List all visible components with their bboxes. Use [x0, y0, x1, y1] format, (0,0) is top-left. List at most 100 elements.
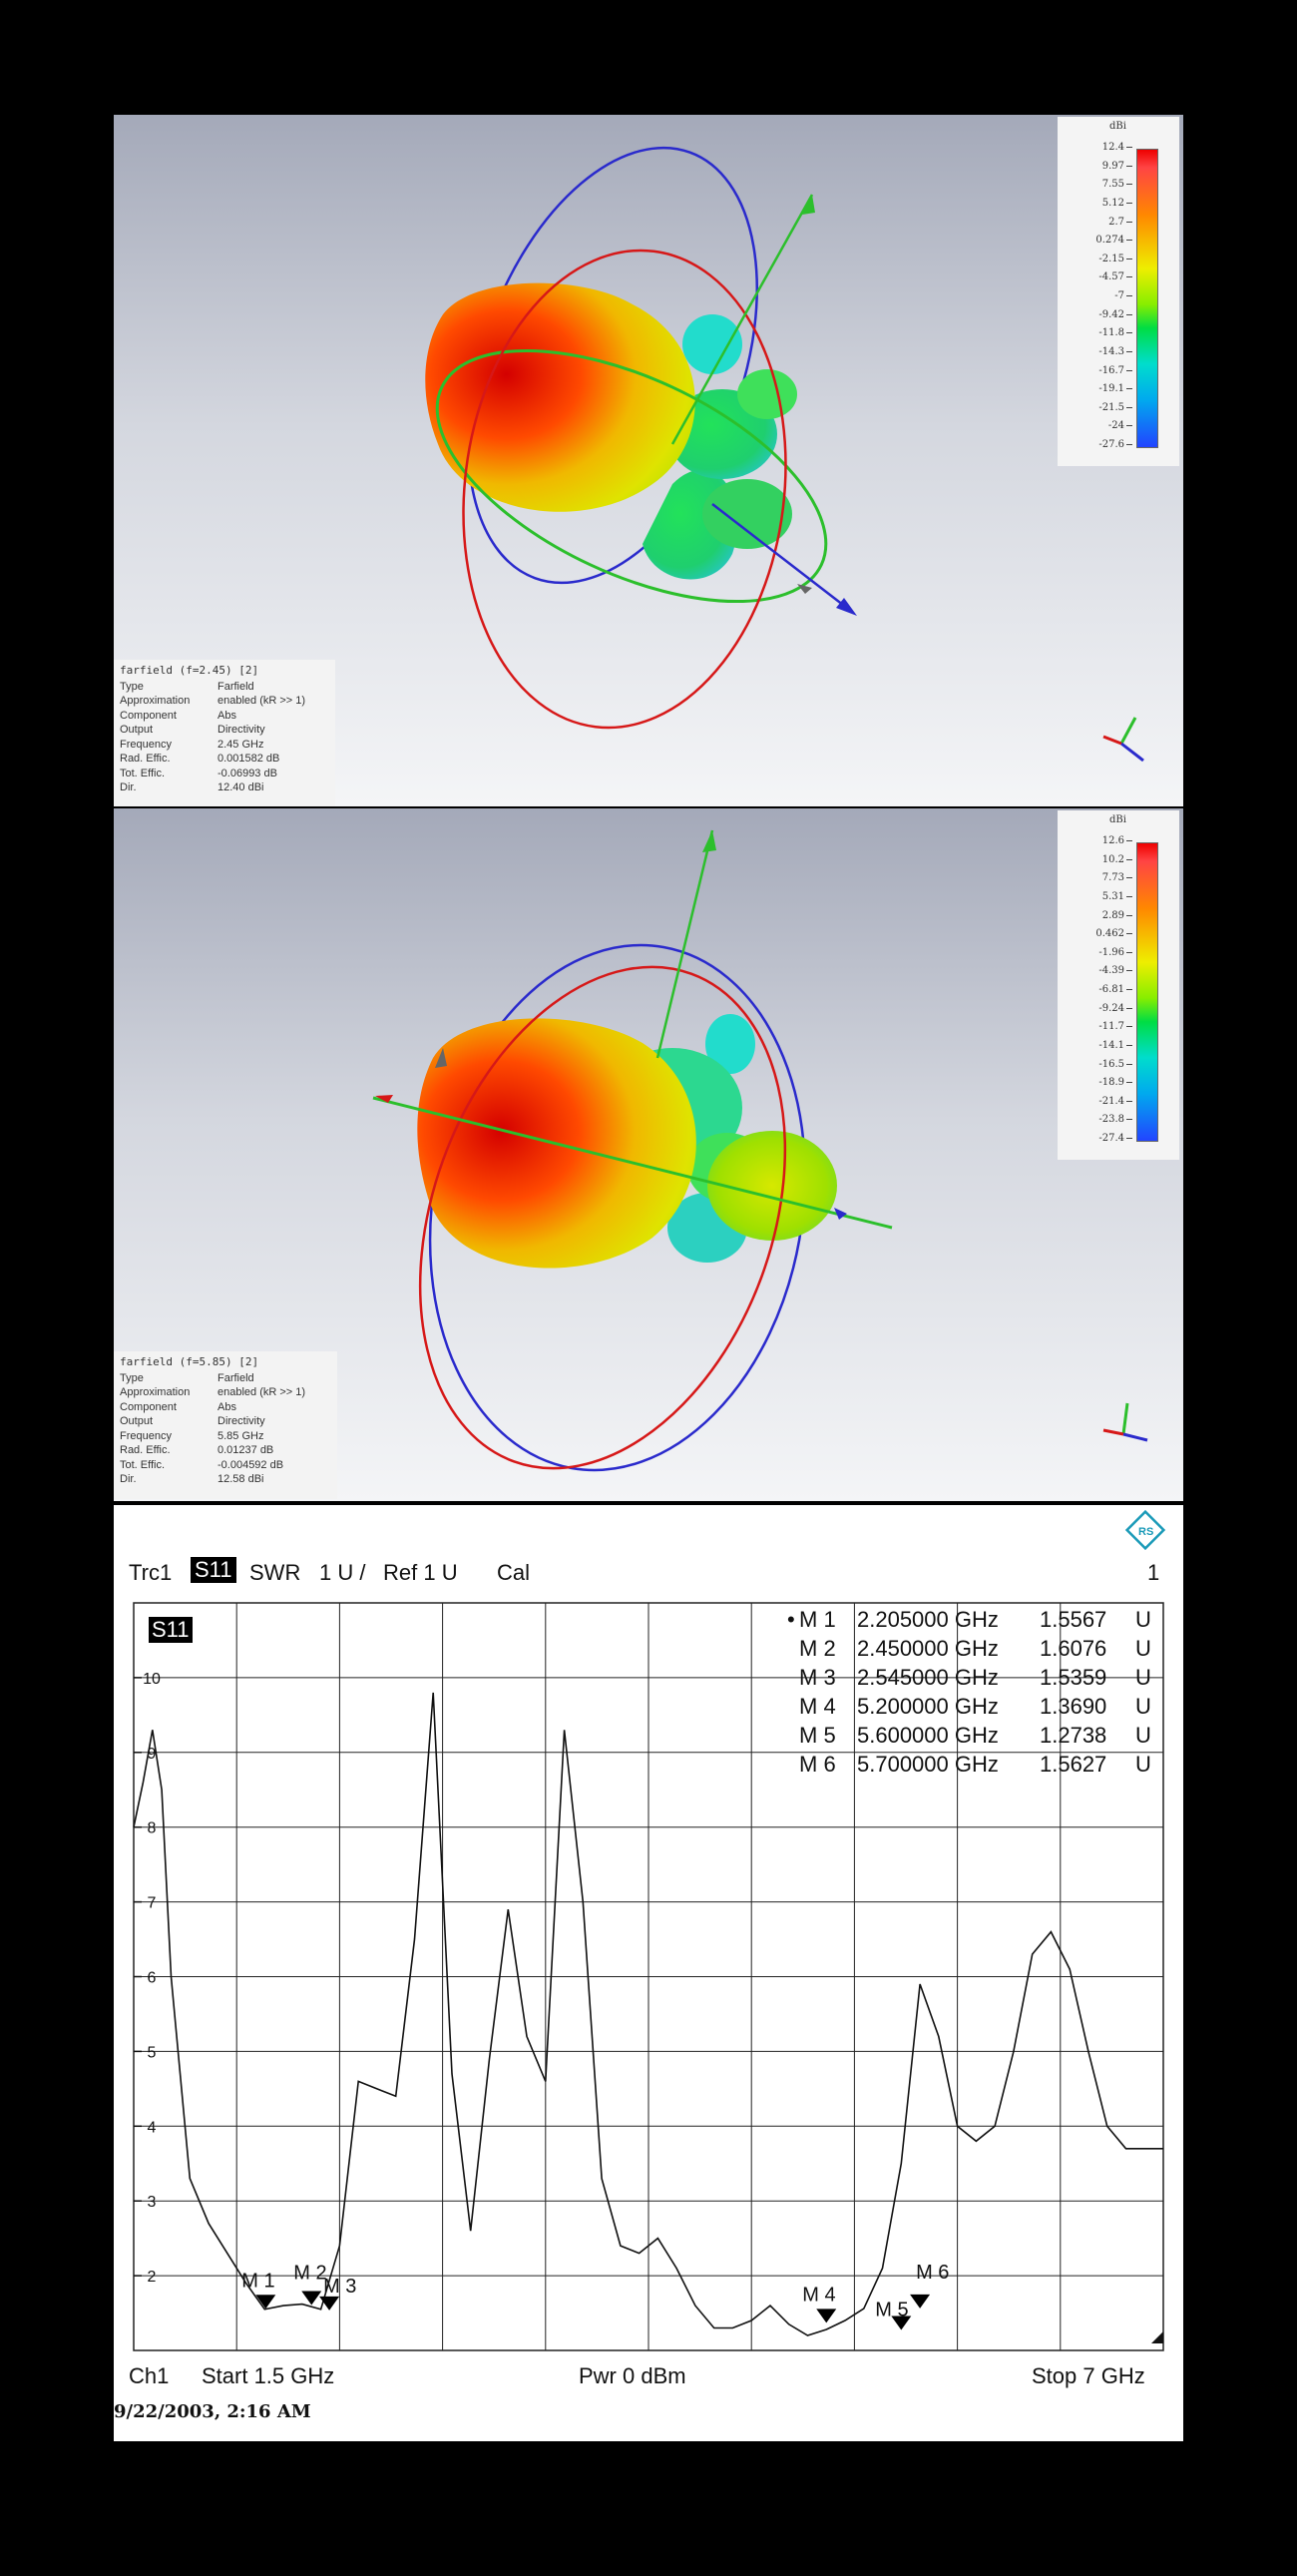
marker-name: M 4	[799, 1694, 836, 1719]
farfield-info-box: farfield (f=2.45) [2] Type Farfield Appro…	[114, 660, 335, 806]
marker-triangle	[301, 2291, 322, 2306]
marker-tag: M 2	[293, 2262, 326, 2284]
legend-tick: 5.12	[1102, 198, 1132, 209]
marker-value: 1.2738	[1040, 1723, 1107, 1748]
marker-name: M 6	[799, 1752, 836, 1777]
s11-trace	[133, 1692, 1163, 2336]
legend-tick: -27.4	[1098, 1133, 1132, 1144]
legend-tick: 7.73	[1102, 872, 1132, 883]
trace-name[interactable]: Trc1	[129, 1560, 173, 1585]
y-tick-label: 8	[148, 1820, 157, 1837]
y-tick-label: 4	[148, 2119, 157, 2136]
color-scale-legend: dBi 12.6 10.2 7.73 5.31 2.89 0.462 -1.96 -4.39 -…	[1058, 810, 1179, 1160]
marker-value: 1.5627	[1040, 1752, 1107, 1777]
source-power[interactable]: Pwr 0 dBm	[579, 2363, 686, 2388]
farfield-title: farfield (f=2.45) [2]	[120, 664, 259, 677]
marker-name: M 5	[799, 1723, 836, 1748]
marker-name: M 2	[799, 1636, 836, 1661]
timestamp: 9/22/2003, 2:16 AM	[114, 2401, 311, 2422]
marker-frequency: 5.200000 GHz	[857, 1694, 999, 1719]
legend-tick: -11.7	[1098, 1021, 1132, 1032]
svg-text:RS: RS	[1138, 1526, 1153, 1538]
marker-value: 1.3690	[1040, 1694, 1107, 1719]
y-tick-labels: 2 3 4 5 6 7 8 9 10	[134, 1671, 161, 2286]
marker-tag: M 5	[875, 2299, 908, 2320]
farfield-title: farfield (f=5.85) [2]	[120, 1355, 259, 1368]
y-tick-label: 2	[148, 2269, 157, 2286]
trace-format[interactable]: SWR	[249, 1560, 301, 1585]
legend-tick: -14.3	[1098, 346, 1132, 357]
marker-triangles: M 1 M 2M 3 M 4 M 5 M 6	[241, 2262, 949, 2330]
legend-tick: -4.57	[1098, 271, 1132, 282]
marker-value: 1.5567	[1040, 1607, 1107, 1632]
color-scale-bar	[1136, 842, 1158, 1142]
legend-tick: -7	[1114, 290, 1132, 301]
marker-name: M 1	[799, 1607, 836, 1632]
marker-triangle	[319, 2296, 340, 2311]
legend-tick: 2.7	[1108, 217, 1132, 228]
marker-value: 1.5359	[1040, 1665, 1107, 1690]
legend-tick: -16.7	[1098, 365, 1132, 376]
marker-frequency: 2.205000 GHz	[857, 1607, 999, 1632]
legend-tick: -21.5	[1098, 402, 1132, 413]
marker-triangle	[816, 2309, 837, 2323]
farfield-view-2-45ghz[interactable]: farfield (f=2.45) [2] Type Farfield Appro…	[114, 115, 1183, 806]
trace-scale[interactable]: 1 U /	[319, 1560, 366, 1585]
channel-label[interactable]: Ch1	[129, 2363, 170, 2388]
trace-ref[interactable]: Ref 1 U	[383, 1560, 458, 1585]
legend-tick: 12.6	[1102, 835, 1132, 846]
marker-unit: U	[1135, 1665, 1151, 1690]
y-tick-label: 10	[143, 1671, 161, 1688]
y-tick-label: 3	[148, 2194, 157, 2211]
marker-tag: M 1	[241, 2270, 274, 2292]
marker-unit: U	[1135, 1694, 1151, 1719]
theta-circle	[462, 249, 787, 730]
marker-name: M 3	[799, 1665, 836, 1690]
y-tick-label: 9	[148, 1746, 157, 1763]
farfield-info-box: farfield (f=5.85) [2] Type Farfield Appro…	[114, 1351, 337, 1499]
main-lobe	[425, 282, 695, 512]
marker-tag: M 4	[802, 2284, 835, 2306]
legend-tick: 12.4	[1102, 142, 1132, 153]
legend-tick: -11.8	[1098, 327, 1132, 338]
legend-tick: -6.81	[1098, 984, 1132, 995]
marker-unit: U	[1135, 1723, 1151, 1748]
legend-tick: 7.55	[1102, 179, 1132, 190]
start-frequency[interactable]: Start 1.5 GHz	[202, 2363, 335, 2388]
legend-tick: 10.2	[1102, 854, 1132, 865]
stop-frequency[interactable]: Stop 7 GHz	[1032, 2363, 1145, 2388]
radiation-pattern-3d	[372, 829, 1148, 1472]
legend-tick: -23.8	[1098, 1114, 1132, 1125]
marker-unit: U	[1135, 1636, 1151, 1661]
color-scale-legend: dBi 12.4 9.97 7.55 5.12 2.7 0.274 -2.15 -4.57 -7…	[1058, 117, 1179, 466]
legend-tick: 0.274	[1095, 235, 1132, 246]
marker-triangle	[255, 2295, 276, 2310]
legend-unit: dBi	[1109, 814, 1126, 825]
legend-tick: -9.42	[1098, 309, 1132, 320]
marker-frequency: 5.600000 GHz	[857, 1723, 999, 1748]
marker-tag: M 6	[916, 2262, 949, 2284]
plot-grid	[133, 1602, 1164, 2351]
legend-tick: 0.462	[1095, 928, 1132, 939]
legend-tick: -1.96	[1098, 947, 1132, 958]
channel-index: 1	[1147, 1560, 1160, 1585]
farfield-view-5-85ghz[interactable]: farfield (f=5.85) [2] Type Farfield Appro…	[114, 808, 1183, 1501]
legend-tick: -18.9	[1098, 1077, 1132, 1088]
active-marker-bullet: •	[787, 1607, 795, 1632]
legend-unit: dBi	[1109, 121, 1126, 132]
y-tick-label: 6	[148, 1970, 157, 1987]
legend-tick: -19.1	[1098, 383, 1132, 394]
legend-tick: 5.31	[1102, 891, 1132, 902]
legend-tick: -16.5	[1098, 1059, 1132, 1070]
y-tick-label: 7	[148, 1895, 157, 1912]
axis-triad-icon	[1102, 1402, 1148, 1442]
legend-tick: -4.39	[1098, 965, 1132, 976]
trace-param[interactable]: S11	[191, 1557, 236, 1583]
legend-tick: -9.24	[1098, 1003, 1132, 1014]
legend-tick: 9.97	[1102, 161, 1132, 172]
marker-triangle	[891, 2316, 912, 2330]
rs-logo-icon: RS	[1124, 1509, 1166, 1551]
legend-tick: -27.6	[1098, 439, 1132, 450]
